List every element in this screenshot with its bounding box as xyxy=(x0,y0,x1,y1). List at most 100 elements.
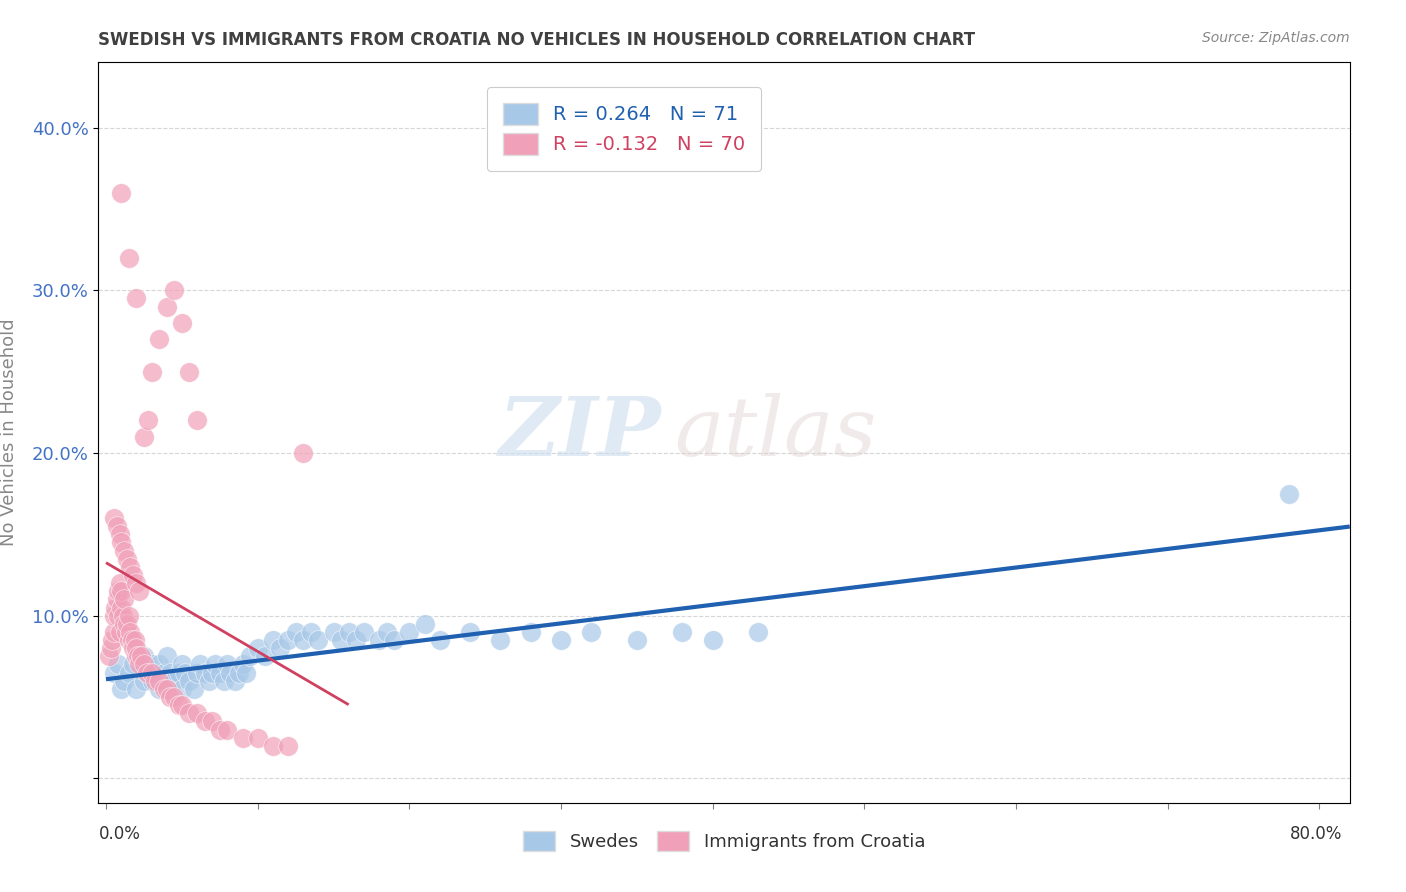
Point xyxy=(118,608,141,623)
Point xyxy=(125,576,148,591)
Point xyxy=(194,714,217,729)
Point xyxy=(458,624,481,639)
Point xyxy=(148,673,170,688)
Point xyxy=(299,624,322,639)
Point xyxy=(110,535,132,549)
Point xyxy=(284,624,307,639)
Point xyxy=(398,624,420,639)
Point xyxy=(120,624,142,639)
Point xyxy=(122,657,145,672)
Point xyxy=(246,641,269,656)
Point xyxy=(239,649,262,664)
Point xyxy=(183,681,205,696)
Point xyxy=(120,559,142,574)
Point xyxy=(108,527,131,541)
Point xyxy=(128,657,150,672)
Text: ZIP: ZIP xyxy=(499,392,661,473)
Point xyxy=(101,633,124,648)
Point xyxy=(108,624,131,639)
Point xyxy=(208,723,231,737)
Point xyxy=(186,706,208,721)
Point xyxy=(429,633,451,648)
Point xyxy=(118,633,141,648)
Point xyxy=(322,624,344,639)
Point xyxy=(125,641,148,656)
Point xyxy=(100,641,122,656)
Point xyxy=(107,608,129,623)
Point xyxy=(307,633,329,648)
Legend: Swedes, Immigrants from Croatia: Swedes, Immigrants from Croatia xyxy=(513,822,935,861)
Point xyxy=(103,624,125,639)
Point xyxy=(173,665,195,680)
Point xyxy=(138,665,160,680)
Point xyxy=(179,706,201,721)
Point xyxy=(159,665,181,680)
Point xyxy=(107,584,129,599)
Point xyxy=(103,608,125,623)
Point xyxy=(141,665,163,680)
Point xyxy=(105,592,128,607)
Point xyxy=(375,624,398,639)
Point xyxy=(125,292,148,306)
Point xyxy=(121,633,143,648)
Point xyxy=(148,657,170,672)
Point xyxy=(581,624,603,639)
Point xyxy=(344,633,367,648)
Point xyxy=(132,649,155,664)
Point xyxy=(122,641,145,656)
Point xyxy=(104,600,127,615)
Point xyxy=(125,681,148,696)
Point xyxy=(107,657,129,672)
Point xyxy=(188,657,211,672)
Point xyxy=(626,633,648,648)
Point xyxy=(128,584,150,599)
Point xyxy=(489,633,512,648)
Point xyxy=(122,568,145,582)
Point xyxy=(163,673,186,688)
Point xyxy=(129,649,152,664)
Point xyxy=(194,665,217,680)
Point xyxy=(141,657,163,672)
Point xyxy=(368,633,391,648)
Point xyxy=(127,649,149,664)
Point xyxy=(224,673,246,688)
Point xyxy=(132,673,155,688)
Point xyxy=(204,657,226,672)
Point xyxy=(156,673,179,688)
Point xyxy=(103,665,125,680)
Point xyxy=(413,616,436,631)
Text: 0.0%: 0.0% xyxy=(98,825,141,843)
Point xyxy=(148,681,170,696)
Point xyxy=(550,633,572,648)
Point xyxy=(108,576,131,591)
Point xyxy=(231,657,253,672)
Point xyxy=(382,633,405,648)
Point xyxy=(156,649,179,664)
Point xyxy=(292,633,315,648)
Point xyxy=(179,365,201,379)
Point xyxy=(219,665,242,680)
Point xyxy=(112,673,135,688)
Point xyxy=(152,665,174,680)
Point xyxy=(292,446,315,460)
Point xyxy=(179,673,201,688)
Point xyxy=(110,186,132,200)
Text: Source: ZipAtlas.com: Source: ZipAtlas.com xyxy=(1202,31,1350,45)
Point xyxy=(124,633,146,648)
Point xyxy=(98,649,121,664)
Point xyxy=(118,665,141,680)
Point xyxy=(118,251,141,265)
Point xyxy=(105,519,128,533)
Point xyxy=(201,714,224,729)
Point xyxy=(156,300,179,314)
Point xyxy=(262,739,284,753)
Point xyxy=(353,624,375,639)
Text: SWEDISH VS IMMIGRANTS FROM CROATIA NO VEHICLES IN HOUSEHOLD CORRELATION CHART: SWEDISH VS IMMIGRANTS FROM CROATIA NO VE… xyxy=(98,31,976,49)
Point xyxy=(246,731,269,745)
Point xyxy=(170,316,193,330)
Point xyxy=(132,657,155,672)
Point xyxy=(167,698,190,713)
Point xyxy=(103,511,125,525)
Point xyxy=(110,600,132,615)
Point xyxy=(143,665,166,680)
